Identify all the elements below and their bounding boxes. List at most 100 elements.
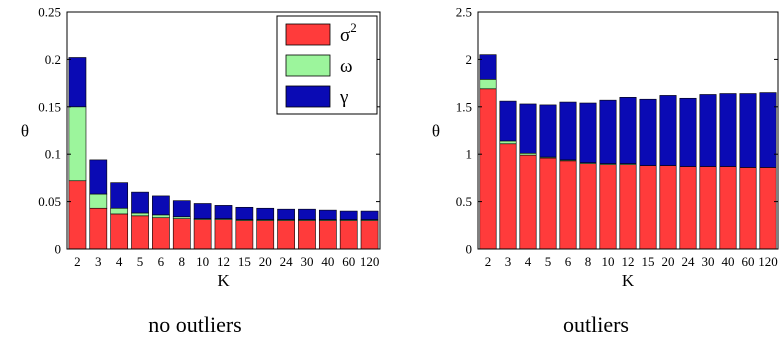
- ytick-left-4: 0.2: [45, 52, 61, 67]
- bar-left-2-12: [318, 209, 337, 220]
- bar-left-1-1: [89, 193, 108, 209]
- legend-swatch-0: [285, 23, 331, 46]
- bar-right-0-7: [619, 164, 637, 250]
- xtick-left-14: 120: [360, 254, 380, 269]
- legend-swatch-1: [285, 54, 331, 77]
- bar-left-2-14: [360, 210, 379, 220]
- xtick-left-11: 30: [300, 254, 313, 269]
- bar-left-2-7: [214, 205, 233, 219]
- xlabel-left: K: [217, 271, 230, 290]
- bar-right-0-10: [679, 166, 697, 250]
- bar-right-2-0: [479, 54, 497, 80]
- bar-right-2-4: [559, 101, 577, 161]
- ytick-right-2: 1: [466, 147, 473, 162]
- bar-right-0-4: [559, 160, 577, 250]
- bar-right-0-12: [719, 166, 737, 250]
- bar-right-2-3: [539, 104, 557, 158]
- bar-left-0-9: [256, 220, 275, 250]
- xtick-left-5: 8: [179, 254, 186, 269]
- plot-frame-right: [477, 11, 779, 250]
- bar-right-2-6: [599, 99, 617, 164]
- xtick-left-2: 4: [116, 254, 123, 269]
- bar-left-1-2: [110, 207, 129, 215]
- ytick-right-3: 1.5: [456, 99, 472, 114]
- bar-left-0-2: [110, 213, 129, 250]
- bar-right-0-11: [699, 166, 717, 250]
- bar-right-2-10: [679, 97, 697, 167]
- xtick-right-7: 12: [622, 254, 635, 269]
- ytick-right-1: 0.5: [456, 194, 472, 209]
- bar-left-2-4: [152, 195, 170, 216]
- ytick-left-2: 0.1: [45, 147, 61, 162]
- legend-swatch-2: [285, 85, 331, 108]
- bar-left-1-0: [68, 106, 87, 182]
- xtick-right-9: 20: [662, 254, 675, 269]
- ytick-right-4: 2: [466, 52, 473, 67]
- bar-right-0-1: [499, 143, 517, 250]
- bar-right-0-8: [639, 165, 657, 250]
- bar-left-2-8: [235, 206, 254, 220]
- legend-label-1: ω: [340, 56, 353, 77]
- bar-right-2-1: [499, 100, 517, 142]
- bar-left-1-4: [152, 214, 170, 219]
- bar-left-2-2: [110, 182, 129, 209]
- legend-label-superscript: 2: [350, 20, 357, 35]
- xtick-left-9: 20: [259, 254, 272, 269]
- bar-right-2-7: [619, 97, 637, 164]
- bar-left-0-8: [235, 220, 254, 250]
- bar-left-2-11: [298, 208, 316, 220]
- xtick-right-4: 6: [565, 254, 572, 269]
- ytick-left-5: 0.25: [38, 5, 61, 20]
- bar-left-0-14: [360, 220, 379, 250]
- xtick-left-12: 40: [321, 254, 334, 269]
- bar-right-2-11: [699, 94, 717, 167]
- xtick-left-7: 12: [217, 254, 230, 269]
- xtick-left-3: 5: [137, 254, 144, 269]
- xtick-right-6: 10: [602, 254, 615, 269]
- xtick-right-2: 4: [525, 254, 532, 269]
- bar-left-0-1: [89, 207, 108, 250]
- bar-right-2-8: [639, 98, 657, 166]
- bar-right-0-13: [739, 167, 757, 250]
- xtick-right-8: 15: [642, 254, 655, 269]
- bar-left-2-13: [339, 210, 358, 220]
- xtick-right-5: 8: [585, 254, 592, 269]
- legend-label-2: γ: [339, 87, 348, 108]
- bar-left-2-10: [277, 208, 295, 220]
- bar-left-0-4: [152, 217, 170, 250]
- bar-right-0-0: [479, 88, 497, 250]
- xtick-right-14: 120: [758, 254, 778, 269]
- xtick-left-1: 3: [95, 254, 102, 269]
- ytick-left-0: 0: [55, 242, 62, 257]
- bar-right-0-6: [599, 164, 617, 250]
- bar-left-2-3: [131, 191, 149, 214]
- ytick-left-1: 0.05: [38, 194, 61, 209]
- bar-left-2-9: [256, 207, 275, 220]
- bar-right-2-9: [659, 95, 677, 166]
- bar-right-2-5: [579, 102, 597, 164]
- bar-right-2-2: [519, 103, 537, 154]
- bar-right-0-9: [659, 165, 677, 250]
- ytick-right-0: 0: [466, 242, 473, 257]
- xtick-right-13: 60: [742, 254, 755, 269]
- xtick-right-10: 24: [682, 254, 696, 269]
- xtick-right-3: 5: [545, 254, 552, 269]
- bar-right-0-14: [759, 167, 777, 250]
- bar-left-0-0: [68, 180, 87, 250]
- bar-right-2-12: [719, 93, 737, 167]
- bar-left-2-5: [172, 200, 191, 218]
- ytick-right-5: 2.5: [456, 5, 472, 20]
- xtick-left-10: 24: [280, 254, 294, 269]
- bar-right-2-13: [739, 93, 757, 168]
- xtick-left-0: 2: [74, 254, 81, 269]
- bar-left-0-3: [131, 215, 149, 250]
- xlabel-right: K: [622, 271, 635, 290]
- xtick-right-1: 3: [505, 254, 512, 269]
- xtick-left-13: 60: [342, 254, 355, 269]
- plot-frame-left: [66, 11, 381, 250]
- caption-left: no outliers: [148, 312, 242, 337]
- bar-right-1-0: [479, 79, 497, 90]
- bar-left-0-13: [339, 220, 358, 250]
- xtick-left-4: 6: [158, 254, 165, 269]
